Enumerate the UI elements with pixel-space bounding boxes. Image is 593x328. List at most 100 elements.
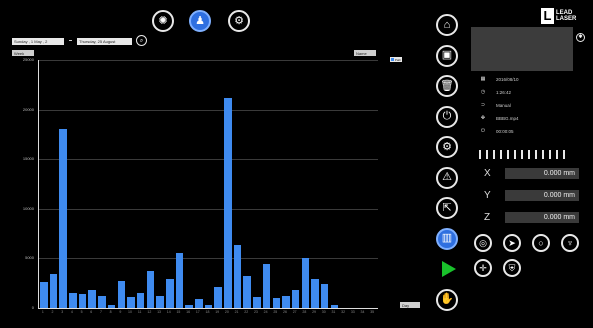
bar[interactable] (69, 293, 77, 308)
progress-tick (493, 150, 495, 159)
export-icon: ⇱ (442, 201, 452, 214)
circle-icon: ○ (538, 237, 544, 248)
warning-button[interactable]: ⚠ (436, 166, 458, 189)
progress-tick (563, 150, 565, 159)
settings-box-icon: ⚙ (234, 14, 244, 27)
group-select[interactable]: Name (354, 50, 376, 56)
bar[interactable] (320, 284, 329, 308)
gridline (39, 60, 378, 61)
bar[interactable] (204, 305, 213, 308)
bar[interactable] (272, 298, 281, 308)
shield-icon: ⛨ (508, 262, 516, 273)
gridline (39, 208, 378, 210)
laser-icon-button[interactable]: ✺ (152, 10, 174, 32)
legend-label: Path (394, 57, 401, 62)
bar[interactable] (127, 297, 135, 308)
period-select-value: Week (14, 50, 25, 56)
stats-button[interactable]: ▥ (436, 227, 458, 250)
axis-value: 0.000 mm (505, 212, 579, 223)
laser-beam-icon: ➤ (508, 237, 516, 248)
crosshair-button[interactable]: ✛ (474, 259, 492, 277)
hand-icon: ✋ (440, 293, 454, 305)
period-select[interactable]: Week (12, 50, 34, 56)
image-button[interactable]: ▣ (436, 44, 458, 67)
legend-swatch (391, 58, 394, 61)
to-date-picker[interactable]: Thursday, 25 August (77, 38, 132, 45)
bar[interactable] (117, 281, 126, 308)
hand-button[interactable]: ✋ (436, 288, 458, 311)
info-duration: ⏻ 00:00:05 (481, 128, 514, 134)
trash-icon: 🗑 (440, 79, 454, 92)
crosshair-icon: ✛ (479, 262, 487, 273)
preview-settings-button[interactable]: ✱ (576, 33, 585, 42)
info-file: ✤ BBBG.mp4 (480, 115, 519, 121)
from-date-picker[interactable]: Sunday , 1 May , 2 (12, 38, 64, 45)
axis-label: Y (484, 190, 491, 201)
laser-beam-button[interactable]: ➤ (503, 234, 521, 252)
bar[interactable] (214, 287, 222, 308)
axis-label: X (484, 168, 491, 179)
bar[interactable] (88, 290, 97, 308)
bar[interactable] (330, 305, 339, 308)
bar[interactable] (40, 282, 48, 308)
warning-icon: ⚠ (442, 171, 452, 183)
circle-button[interactable]: ○ (532, 234, 550, 252)
trash-button[interactable]: 🗑 (436, 75, 458, 97)
x-tick-label: 28 (302, 310, 307, 314)
power-button[interactable]: ⏻ (436, 105, 458, 128)
home-icon: ⌂ (443, 18, 451, 31)
bar[interactable] (282, 296, 290, 308)
progress-tick (507, 150, 509, 159)
bar[interactable] (107, 305, 116, 308)
target-button[interactable]: ◎ (474, 234, 492, 252)
x-tick-label: 13 (157, 310, 162, 314)
bar[interactable] (165, 279, 174, 308)
settings-box-icon-button[interactable]: ⚙ (228, 10, 250, 32)
bar[interactable] (195, 299, 203, 308)
home-button[interactable]: ⌂ (436, 14, 458, 36)
bar[interactable] (311, 279, 319, 308)
bar[interactable] (291, 290, 300, 308)
bar[interactable] (243, 276, 251, 308)
export-button[interactable]: ⇱ (436, 197, 458, 219)
axis-row-y: Y 0.000 mm (484, 190, 579, 201)
bar[interactable] (175, 253, 184, 308)
progress-tick (500, 150, 502, 159)
to-date-value: Thursday, 25 August (79, 39, 116, 44)
pin-button[interactable]: ♆ (561, 234, 579, 252)
gridline (39, 258, 378, 260)
progress-tick (486, 150, 488, 159)
bar[interactable] (136, 293, 145, 308)
x-tick-label: 21 (234, 310, 239, 314)
x-tick-label: 18 (205, 310, 210, 314)
bar[interactable] (146, 271, 155, 308)
search-icon: ⌕ (139, 37, 144, 44)
logo-mark: L (541, 8, 554, 24)
bar[interactable] (301, 258, 310, 308)
shield-button[interactable]: ⛨ (503, 259, 521, 277)
x-tick-label: 10 (128, 310, 132, 314)
bar[interactable] (98, 296, 106, 308)
bar[interactable] (253, 297, 261, 308)
bar[interactable] (156, 296, 164, 308)
bar[interactable] (224, 97, 232, 308)
progress-tick (514, 150, 516, 159)
search-button[interactable]: ⌕ (136, 35, 147, 46)
bar[interactable] (185, 305, 193, 308)
laser-tool-button[interactable]: ⚙ (436, 136, 458, 158)
bar[interactable] (78, 294, 87, 308)
y-tick-label: 20000 (22, 106, 34, 112)
granularity-select[interactable]: Day (400, 302, 420, 308)
bar[interactable] (59, 129, 67, 308)
x-tick-label: 26 (283, 310, 287, 314)
gridline (39, 159, 378, 161)
power-icon: ⏻ (442, 110, 452, 122)
logo-text-line1: LEAD (556, 10, 573, 16)
bar[interactable] (262, 264, 271, 308)
bar[interactable] (233, 244, 242, 308)
chart-person-icon-button[interactable]: ♟ (189, 10, 211, 32)
x-tick-label: 35 (370, 310, 375, 314)
filter-dash (69, 40, 72, 41)
bar[interactable] (49, 274, 58, 308)
play-button[interactable] (436, 258, 458, 280)
